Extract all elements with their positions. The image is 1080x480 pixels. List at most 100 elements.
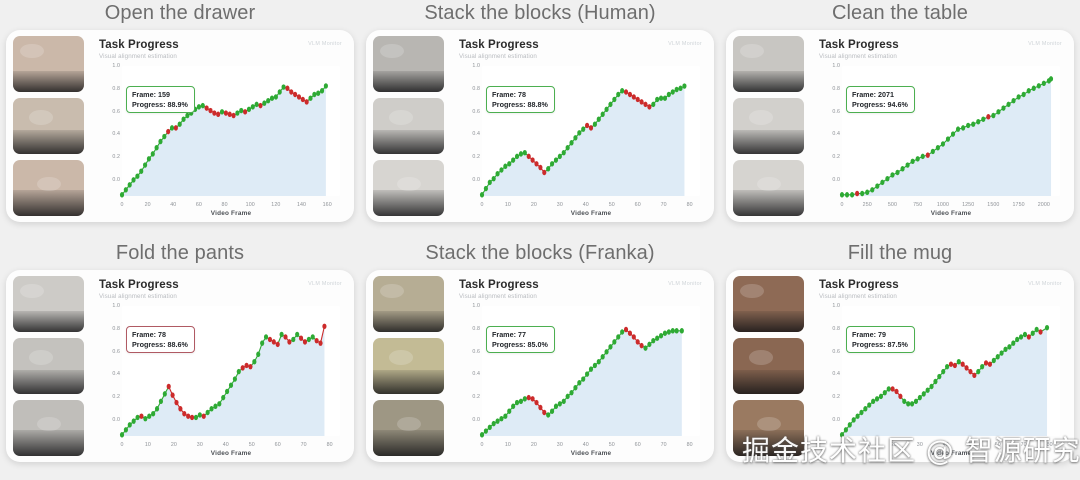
data-point (604, 349, 609, 355)
video-thumbnail[interactable] (373, 160, 444, 216)
video-thumbnail-strip (366, 270, 448, 462)
x-axis-tick-label: 50 (608, 442, 615, 448)
video-thumbnail[interactable] (733, 160, 804, 216)
data-point (223, 110, 228, 116)
chart-title: Task Progress (99, 279, 179, 291)
thumbnail-content (373, 190, 444, 216)
video-thumbnail[interactable] (13, 98, 84, 154)
data-point (542, 409, 547, 416)
data-point (181, 116, 186, 122)
data-point (925, 152, 930, 158)
x-axis-tick-label: 30 (916, 442, 923, 448)
progress-tooltip: Frame: 77 Progress: 85.0% (486, 326, 555, 353)
thumbnail-content (733, 130, 804, 154)
chart-region: Task Progress Visual alignment estimation… (88, 270, 354, 462)
data-point (612, 339, 617, 345)
data-point (885, 175, 890, 182)
data-point (511, 157, 516, 163)
x-axis-tick-label: 80 (1046, 442, 1053, 448)
x-axis-tick-label: 50 (248, 442, 255, 448)
thumbnail-highlight (20, 43, 45, 59)
x-axis-title: Video Frame (210, 210, 252, 217)
data-point (196, 104, 202, 110)
video-thumbnail[interactable] (13, 276, 84, 332)
y-axis-tick-label: 0.2 (112, 154, 120, 161)
task-panel: Stack the blocks (Human) Task Progress Vis… (360, 0, 720, 240)
x-axis-tick-label: 1000 (936, 202, 950, 208)
video-thumbnail[interactable] (733, 276, 804, 332)
plot-canvas (479, 66, 700, 198)
data-point (956, 358, 961, 365)
video-thumbnail[interactable] (373, 276, 444, 332)
video-thumbnail[interactable] (373, 400, 444, 456)
x-axis-title: Video Frame (930, 450, 972, 457)
data-point (600, 111, 605, 118)
data-point (890, 172, 895, 178)
tooltip-frame-label: Frame: 79 (852, 330, 886, 339)
thumbnail-content (373, 130, 444, 154)
data-point (269, 95, 275, 101)
plot-area: 1.0 0.8 0.6 0.4 0.2 0.0 0 10 20 30 40 50 60 70 80 Video… (816, 303, 1064, 458)
video-thumbnail[interactable] (373, 36, 444, 92)
data-point (491, 420, 496, 427)
data-point (623, 326, 629, 333)
data-point (503, 413, 508, 419)
video-thumbnail[interactable] (13, 36, 84, 92)
chart-title: Task Progress (99, 39, 179, 51)
video-thumbnail-strip (726, 270, 808, 462)
y-axis-tick-label: 1.0 (472, 63, 480, 69)
data-point (178, 406, 183, 412)
data-point (1038, 329, 1043, 335)
x-axis-tick-label: 30 (196, 442, 203, 448)
data-point (243, 109, 248, 115)
data-point (546, 166, 551, 172)
video-thumbnail[interactable] (13, 400, 84, 456)
x-axis-tick-label: 80 (686, 202, 693, 208)
data-point (950, 131, 956, 137)
data-point (933, 378, 938, 385)
panel-title: Clean the table (831, 2, 969, 24)
data-point (561, 398, 566, 405)
thumbnail-highlight (397, 416, 422, 432)
monitor-card: Task Progress Visual alignment estimation… (726, 270, 1074, 462)
data-point (930, 148, 935, 155)
thumbnail-highlight (37, 416, 62, 432)
data-point (976, 118, 981, 125)
chart-subtitle: Visual alignment estimation (459, 52, 537, 60)
y-axis-tick-label: 0.4 (112, 371, 120, 378)
video-thumbnail[interactable] (373, 98, 444, 154)
data-point (213, 403, 218, 410)
data-point (308, 95, 313, 101)
chart-header: Task Progress Visual alignment estimation… (94, 278, 346, 304)
progress-area-fill (842, 78, 1052, 196)
tooltip-progress-label: Progress: 87.5% (852, 339, 908, 349)
video-thumbnail[interactable] (733, 400, 804, 456)
data-point (608, 101, 613, 108)
plot-canvas (119, 66, 340, 198)
data-point (643, 101, 648, 108)
data-point (119, 192, 125, 198)
chart-header: Task Progress Visual alignment estimation… (94, 38, 346, 64)
video-thumbnail[interactable] (13, 338, 84, 394)
data-point (254, 101, 259, 108)
video-thumbnail[interactable] (373, 338, 444, 394)
x-axis-tick-label: 750 (913, 202, 923, 208)
video-thumbnail[interactable] (733, 98, 804, 154)
progress-markers (479, 326, 684, 438)
data-point (655, 96, 660, 103)
data-point (534, 161, 539, 167)
data-point (250, 104, 255, 110)
video-thumbnail[interactable] (733, 36, 804, 92)
y-axis-tick-label: 1.0 (832, 63, 840, 69)
thumbnail-content (13, 130, 84, 154)
video-thumbnail[interactable] (13, 160, 84, 216)
tooltip-frame-label: Frame: 2071 (852, 90, 894, 99)
data-point (991, 357, 996, 364)
data-point (674, 86, 679, 93)
data-point (127, 422, 132, 428)
y-axis-tick-label: 0.2 (832, 154, 840, 161)
plot-canvas (839, 306, 1060, 438)
x-axis-tick-label: 0 (120, 202, 124, 208)
video-thumbnail[interactable] (733, 338, 804, 394)
data-point (666, 329, 671, 335)
